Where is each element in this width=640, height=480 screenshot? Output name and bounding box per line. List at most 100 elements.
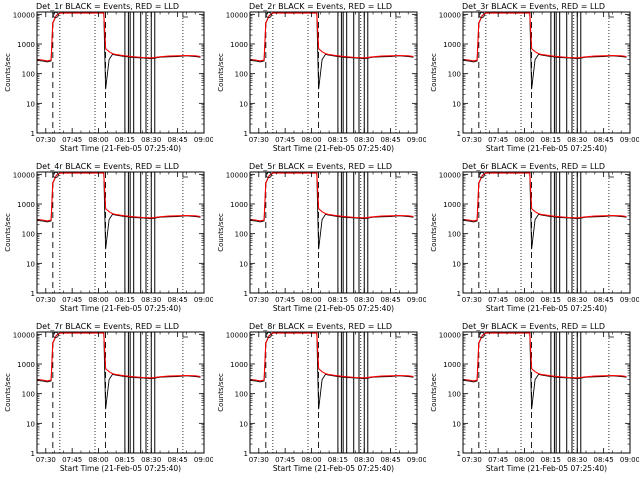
x-tick-label: 08:15 <box>541 456 561 464</box>
start-marker-circle <box>265 331 272 338</box>
x-tick-label: 08:30 <box>141 456 161 464</box>
y-tick-label: 1 <box>31 290 35 298</box>
x-tick-label: 07:30 <box>462 136 482 144</box>
y-tick-label: 1000 <box>17 41 35 49</box>
x-tick-label: 08:30 <box>567 136 587 144</box>
y-tick-label: 10000 <box>13 11 35 19</box>
x-tick-label: 07:30 <box>36 136 56 144</box>
y-tick-label: 1000 <box>17 361 35 369</box>
series-line-events <box>463 172 627 250</box>
x-tick-label: 08:00 <box>514 456 534 464</box>
x-tick-label: 07:45 <box>62 136 82 144</box>
chart-title: Det_1r BLACK = Events, RED = LLD <box>36 2 179 11</box>
x-axis-label: Start Time (21-Feb-05 07:25:40) <box>486 144 607 153</box>
detector-chart-2: Det_2r BLACK = Events, RED = LLD 1 10 100 10… <box>217 2 426 153</box>
detector-chart-9: Det_9r BLACK = Events, RED = LLD 1 10 100 10… <box>430 322 639 473</box>
y-axis-label: Counts/sec <box>217 213 225 252</box>
x-tick-label: 07:30 <box>462 456 482 464</box>
series-line-events <box>37 172 201 250</box>
y-tick-label: 100 <box>235 391 248 399</box>
x-tick-label: 08:30 <box>567 296 587 304</box>
x-tick-label: 08:45 <box>594 456 614 464</box>
y-tick-label: 10 <box>26 100 35 108</box>
end-marker-corner <box>182 173 188 178</box>
plot-area <box>37 332 201 453</box>
x-tick-label: 09:00 <box>194 136 213 144</box>
chart-title: Det_7r BLACK = Events, RED = LLD <box>36 322 179 331</box>
y-tick-label: 100 <box>22 231 35 239</box>
x-tick-label: 08:45 <box>594 296 614 304</box>
y-tick-label: 100 <box>448 71 461 79</box>
x-tick-label: 08:30 <box>354 456 374 464</box>
series-line-events <box>463 12 627 90</box>
y-tick-label: 10 <box>452 260 461 268</box>
start-marker-circle <box>478 11 485 18</box>
x-axis-label: Start Time (21-Feb-05 07:25:40) <box>60 144 181 153</box>
y-tick-label: 1000 <box>230 361 248 369</box>
y-tick-label: 100 <box>448 391 461 399</box>
y-tick-label: 1 <box>244 290 248 298</box>
x-tick-label: 08:00 <box>514 296 534 304</box>
x-tick-label: 08:15 <box>328 456 348 464</box>
series-line-events <box>37 12 201 90</box>
plot-area <box>37 12 201 133</box>
y-axis-label: Counts/sec <box>430 373 438 412</box>
y-axis-label: Counts/sec <box>4 53 12 92</box>
x-tick-label: 09:00 <box>407 456 426 464</box>
series-line-events <box>250 172 414 250</box>
y-tick-label: 10 <box>239 100 248 108</box>
x-tick-label: 07:30 <box>249 296 269 304</box>
y-tick-label: 1000 <box>443 41 461 49</box>
end-marker-corner <box>395 333 401 338</box>
x-tick-label: 08:45 <box>168 136 188 144</box>
x-axis-label: Start Time (21-Feb-05 07:25:40) <box>273 304 394 313</box>
series-line-lld <box>250 12 414 62</box>
y-tick-label: 1 <box>244 130 248 138</box>
detector-chart-5: Det_5r BLACK = Events, RED = LLD 1 10 100 10… <box>217 162 426 313</box>
detector-chart-4: Det_4r BLACK = Events, RED = LLD 1 10 100 10… <box>4 162 213 313</box>
detector-chart-3: Det_3r BLACK = Events, RED = LLD 1 10 100 10… <box>430 2 639 153</box>
x-tick-label: 08:00 <box>514 136 534 144</box>
y-tick-label: 10000 <box>439 331 461 339</box>
plot-area <box>463 172 627 293</box>
x-tick-label: 08:00 <box>301 136 321 144</box>
plot-area <box>250 12 414 133</box>
detector-chart-7: Det_7r BLACK = Events, RED = LLD 1 10 100 10… <box>4 322 213 473</box>
plot-frame <box>249 331 418 454</box>
chart-title: Det_3r BLACK = Events, RED = LLD <box>462 2 605 11</box>
x-tick-label: 07:30 <box>249 136 269 144</box>
start-marker-circle <box>265 171 272 178</box>
x-axis-label: Start Time (21-Feb-05 07:25:40) <box>273 144 394 153</box>
x-tick-label: 07:30 <box>462 296 482 304</box>
x-tick-label: 08:30 <box>354 136 374 144</box>
end-marker-corner <box>608 333 614 338</box>
plot-frame <box>462 171 631 294</box>
series-line-lld <box>37 12 201 62</box>
x-tick-label: 07:45 <box>275 296 295 304</box>
series-line-events <box>250 332 414 410</box>
chart-title: Det_6r BLACK = Events, RED = LLD <box>462 162 605 171</box>
y-tick-label: 10000 <box>13 171 35 179</box>
x-tick-label: 09:00 <box>620 456 639 464</box>
chart-title: Det_9r BLACK = Events, RED = LLD <box>462 322 605 331</box>
series-line-lld <box>463 12 627 62</box>
x-tick-label: 08:30 <box>141 136 161 144</box>
y-axis-label: Counts/sec <box>430 53 438 92</box>
x-axis-label: Start Time (21-Feb-05 07:25:40) <box>273 464 394 473</box>
end-marker-corner <box>608 173 614 178</box>
plot-frame <box>249 171 418 294</box>
x-axis-label: Start Time (21-Feb-05 07:25:40) <box>486 304 607 313</box>
x-tick-label: 08:00 <box>88 296 108 304</box>
plot-area <box>250 172 414 293</box>
start-marker-circle <box>52 331 59 338</box>
plot-frame <box>36 331 205 454</box>
x-tick-label: 08:15 <box>115 456 135 464</box>
y-tick-label: 10 <box>452 420 461 428</box>
series-line-events <box>250 12 414 90</box>
x-tick-label: 08:45 <box>381 136 401 144</box>
x-axis-label: Start Time (21-Feb-05 07:25:40) <box>486 464 607 473</box>
y-axis-label: Counts/sec <box>430 213 438 252</box>
y-tick-label: 10 <box>239 420 248 428</box>
plot-area <box>463 332 627 453</box>
